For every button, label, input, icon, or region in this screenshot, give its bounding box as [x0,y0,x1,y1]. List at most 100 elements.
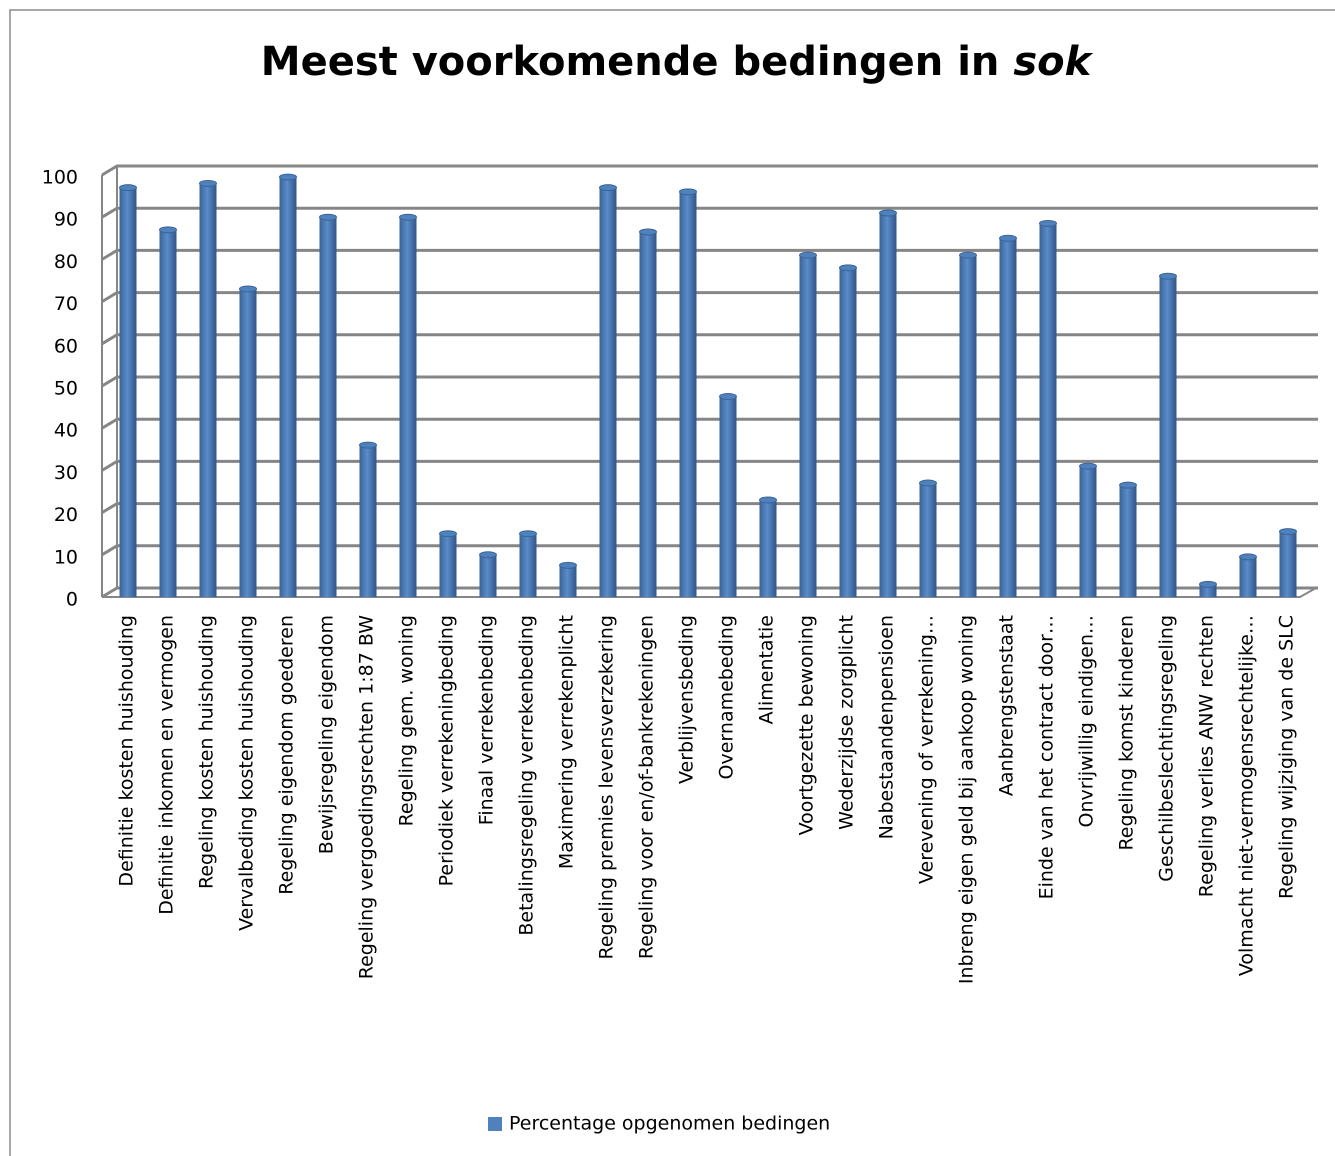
grid-line [101,586,1318,599]
y-tick-label: 20 [54,504,78,526]
bar-cap [439,530,457,538]
bar [359,445,377,597]
x-tick-label: Inbreng eigen geld bij aankoop woning [956,615,978,984]
x-tick-label: Regeling wijziging van de SLC [1276,615,1298,899]
x-tick-label: Regeling vergoedingsrechten 1:87 BW [356,615,378,979]
bar-cap [1119,481,1137,489]
bar [959,255,977,597]
chart-frame [9,9,1335,1156]
x-tick-label: Verevening of verrekening… [916,615,938,884]
bar-cap [599,184,617,192]
x-tick-label: Wederzijdse zorgplicht [836,615,858,830]
bar [279,177,297,598]
title-emphasis: sok [1013,39,1093,85]
title-main: Meest voorkomende bedingen in [261,39,1000,85]
x-tick-label: Regeling gem. woning [396,615,418,826]
legend-swatch [488,1117,502,1131]
y-tick-label: 10 [54,546,78,568]
bar-cap [239,285,257,293]
bar [319,217,337,597]
bar-cap [759,496,777,504]
bar-cap [679,188,697,196]
bar-cap [279,173,297,181]
bar [519,533,537,597]
bar [799,255,817,597]
x-tick-label: Einde van het contract door… [1036,615,1058,899]
y-tick-label: 40 [54,420,78,442]
y-tick-label: 0 [66,589,78,611]
grid-line [101,417,1318,430]
x-tick-label: Regeling premies levensverzekering [596,615,618,960]
legend-label: Percentage opgenomen bedingen [509,1113,830,1135]
x-tick-label: Finaal verrekenbeding [476,615,498,825]
x-tick-label: Overnamebeding [716,615,738,779]
bar-cap [1279,528,1297,536]
grid-line [101,333,1318,346]
x-tick-label: Definitie inkomen en vermogen [156,615,178,915]
bar [919,483,937,597]
x-tick-label: Vervalbeding kosten huishouding [236,615,258,931]
bar [1159,276,1177,597]
bar-cap [1199,580,1217,588]
bar-cap [799,251,817,259]
grid-line [101,206,1318,219]
floor [102,587,1317,598]
bar-cap [319,213,337,221]
x-tick-label: Alimentatie [756,615,778,724]
x-tick-label: Verblijvensbeding [676,615,698,784]
grid-line [101,459,1318,472]
bar [239,288,257,597]
bar [439,533,457,597]
bar [399,217,417,597]
bar-cap [519,530,537,538]
bar-cap [359,441,377,449]
bar-cap [199,179,217,187]
bar-cap [1039,220,1057,228]
grid-line [101,248,1318,261]
x-tick-label: Regeling eigendom goederen [276,615,298,895]
grid-line [101,544,1318,557]
x-tick-label: Voortgezette bewoning [796,615,818,835]
bar-cap [1239,553,1257,561]
bar-cap [1159,272,1177,280]
grid-line [101,291,1318,303]
bar-cap [999,234,1017,242]
x-tick-label: Nabestaandenpensioen [876,615,898,839]
x-tick-label: Definitie kosten huishouding [116,615,138,887]
bar [679,191,697,597]
bar [999,238,1017,598]
bar-cap [479,551,497,559]
bar [159,229,177,598]
bar [1039,223,1057,597]
x-tick-label: Geschilbeslechtingsregeling [1156,615,1178,882]
y-tick-label: 70 [54,293,78,315]
bar-cap [559,561,577,569]
chart-title: Meest voorkomende bedingen in sok [261,39,1094,85]
bar [839,267,857,597]
x-tick-label: Regeling kosten huishouding [196,615,218,889]
grid-line [101,375,1318,388]
x-tick-label: Betalingsregeling verrekenbeding [516,615,538,936]
y-tick-label: 100 [42,167,78,189]
x-tick-label: Aanbrengstenstaat [996,615,1018,796]
y-tick-label: 90 [54,209,78,231]
y-tick-label: 30 [54,462,78,484]
x-tick-label: Regeling voor en/of-bankrekeningen [636,615,658,959]
x-tick-label: Volmacht niet-vermogensrechtelijke… [1236,615,1258,976]
bar-cap [119,184,137,192]
bar-cap [719,393,737,401]
bar-cap [919,479,937,487]
y-tick-label: 60 [54,335,78,357]
bar [559,565,577,597]
bar [1279,531,1297,597]
x-tick-label: Regeling komst kinderen [1116,615,1138,851]
bar-cap [1079,462,1097,470]
bar [1119,485,1137,597]
bar [759,499,777,597]
y-tick-label: 50 [54,378,78,400]
bar [639,231,657,597]
bar-cap [879,209,897,217]
grid-line [101,164,1318,177]
bar-cap [159,226,177,234]
